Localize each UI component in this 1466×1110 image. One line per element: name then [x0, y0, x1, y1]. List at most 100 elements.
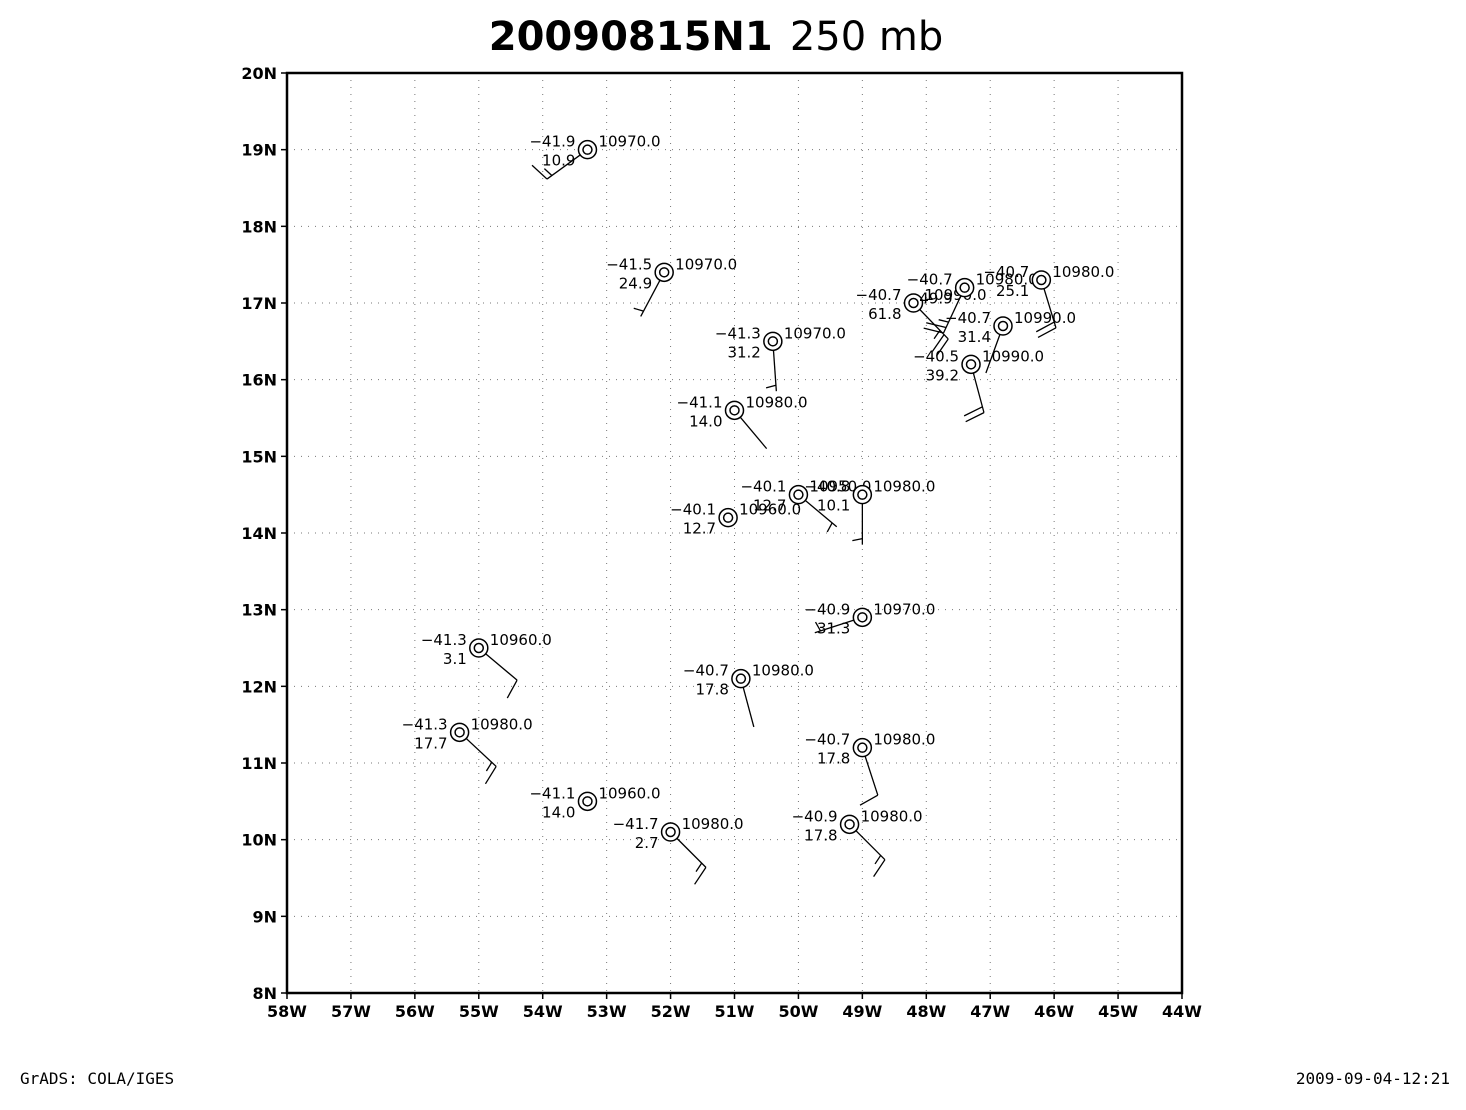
wind-barb-feather [859, 794, 879, 806]
station-height: 10980.0 [873, 731, 935, 749]
station-temperature: −41.3 [402, 715, 448, 733]
station-marker-inner [793, 489, 804, 500]
x-tick-label: 48W [906, 1002, 946, 1021]
station-humidity: 17.8 [817, 750, 850, 768]
wind-barb-feather [965, 412, 985, 423]
station-humidity: 2.7 [635, 834, 659, 852]
station-humidity: 17.7 [414, 734, 447, 752]
station-height: 10970.0 [873, 600, 935, 618]
station-humidity: 31.4 [958, 328, 991, 346]
wind-barb-feather [1037, 327, 1057, 339]
station-height: 10970.0 [598, 133, 660, 151]
wind-barb-feather [931, 334, 945, 352]
station-humidity: 3.1 [443, 650, 467, 668]
y-tick-label: 16N [241, 371, 277, 390]
station-marker-outer [763, 331, 783, 352]
station: −40.7 10990.031.4 [945, 309, 1076, 374]
x-tick-label: 56W [395, 1002, 435, 1021]
wind-barb-half-feather [814, 621, 822, 632]
y-tick-label: 14N [241, 524, 277, 543]
station-temperature: −41.1 [529, 784, 575, 802]
station-marker-outer [731, 668, 751, 689]
y-tick-label: 20N [241, 64, 277, 83]
wind-barb-feather [923, 327, 944, 334]
station-marker-inner [665, 826, 676, 838]
station-temperature: −40.1 [740, 478, 786, 496]
station-humidity: 10.1 [817, 497, 850, 515]
station: −41.1 10960.0 14.0 [529, 784, 660, 821]
x-tick-label: 50W [778, 1002, 818, 1021]
station-temperature: −41.7 [613, 815, 659, 833]
station-marker-outer [660, 822, 681, 842]
station-marker-inner [857, 612, 868, 623]
x-tick-label: 49W [842, 1002, 882, 1021]
x-tick-label: 47W [970, 1002, 1010, 1021]
wind-barb-feather [936, 338, 949, 357]
station-temperature: −40.5 [913, 347, 959, 365]
station-humidity: 14.0 [542, 803, 575, 821]
x-tick-label: 44W [1162, 1002, 1202, 1021]
axes: 58W 57W 56W 55W 54W 53W 52W 51W 50W 49W 48W 47W 46W 4… [241, 64, 1202, 1021]
station-humidity: 31.3 [817, 619, 850, 637]
station-humidity: 14.0 [689, 412, 722, 430]
station: −41.7 10980.0 2.7 [613, 815, 744, 885]
y-tick-label: 19N [241, 141, 277, 160]
station-marker-inner [965, 359, 977, 370]
station: −40.1 10960.0 12.7 [670, 501, 801, 538]
x-tick-label: 55W [459, 1002, 499, 1021]
station-marker-inner [473, 642, 485, 654]
station-marker-outer [993, 316, 1013, 336]
x-tick-label: 45W [1098, 1002, 1138, 1021]
y-tick-label: 8N [252, 984, 277, 1003]
station: −40.9 10980.0 17.8 [792, 807, 923, 878]
x-tick-label: 54W [523, 1002, 563, 1021]
station-height: 10980.0 [1052, 263, 1114, 281]
station-marker-outer [718, 507, 738, 528]
station-marker-outer [577, 791, 598, 812]
station-humidity: 17.8 [695, 681, 728, 699]
y-tick-label: 10N [241, 831, 277, 850]
station-temperature: −41.5 [606, 255, 652, 273]
footer-timestamp: 2009-09-04-12:21 [1295, 1069, 1450, 1088]
wind-barb-half-feather [826, 522, 833, 533]
stations: −41.9 10970.0 10.9 −41.5 10970.0 24.9 −41.3 109… [402, 133, 1114, 885]
station-temperature: −40.7 [907, 271, 953, 289]
station: −41.9 10970.0 10.9 [529, 133, 660, 180]
wind-barb-feather [694, 866, 707, 885]
station: −40.7 10980.0 25.1 [983, 263, 1114, 339]
station-marker-outer [852, 737, 873, 758]
station: −41.3 10980.0 17.7 [402, 715, 533, 785]
station-marker-inner [454, 727, 465, 738]
station-temperature: −41.9 [529, 133, 575, 151]
y-tick-label: 12N [241, 677, 277, 696]
station: −40.7 10980.0 17.8 [683, 662, 814, 728]
station-temperature: −40.9 [792, 807, 838, 825]
station-humidity: 10.9 [542, 152, 575, 170]
wind-barb-feather [926, 322, 947, 329]
wind-barb-half-feather [695, 862, 703, 872]
wind-barb-half-feather [765, 384, 777, 389]
station-marker-outer [961, 354, 981, 375]
station-humidity: 31.2 [727, 343, 760, 361]
station-marker-outer [724, 400, 745, 421]
y-tick-label: 17N [241, 294, 277, 313]
station-marker-outer [839, 814, 860, 835]
station-marker-inner [582, 144, 593, 155]
station-humidity: 12.7 [683, 520, 716, 538]
y-tick-label: 18N [241, 217, 277, 236]
station-height: 10980.0 [752, 662, 814, 680]
footer-credit: GrADS: COLA/IGES [20, 1069, 175, 1088]
station-marker-outer [788, 484, 809, 505]
station-height: 10990.0 [982, 347, 1044, 365]
station-marker-inner [1036, 274, 1047, 286]
wind-barb-feather [506, 679, 518, 699]
wind-barb-feather [873, 859, 886, 878]
station-temperature: −41.3 [715, 324, 761, 342]
x-tick-label: 58W [267, 1002, 307, 1021]
station-marker-inner [722, 512, 734, 523]
station-height: 10960.0 [739, 501, 801, 519]
station-humidity: 12.7 [753, 497, 786, 515]
wind-barb-feather [963, 406, 983, 417]
station: −40.1 10950.012.7 [740, 478, 871, 533]
x-tick-label: 52W [651, 1002, 691, 1021]
